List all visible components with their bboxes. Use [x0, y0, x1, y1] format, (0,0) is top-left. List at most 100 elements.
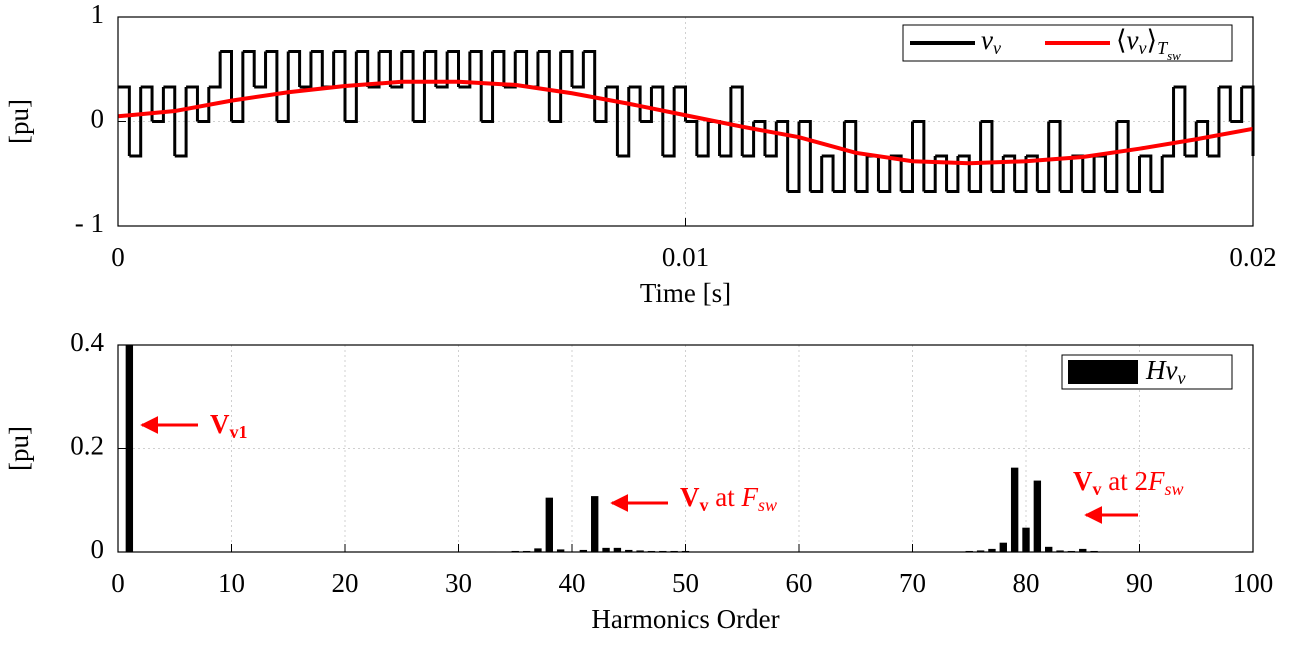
step-segment: [969, 121, 983, 194]
plot-frame: [117, 16, 1254, 227]
step-segment: [1139, 154, 1153, 192]
bar: [976, 550, 985, 552]
step-segment: [844, 120, 858, 192]
step-segment: [606, 85, 619, 156]
x-tick-label: 80: [1013, 568, 1040, 598]
step-segment: [118, 85, 131, 156]
annotation: Vv at 2Fsw: [1073, 466, 1184, 499]
y-tick-label: - 1: [75, 208, 104, 238]
x-tick-label: 0.01: [662, 242, 709, 272]
text-part: T: [1157, 38, 1169, 58]
x-tick-label: 90: [1126, 568, 1153, 598]
step-segment: [1196, 120, 1210, 156]
text-part: ⟨: [1116, 25, 1127, 55]
step-segment: [560, 49, 574, 88]
step-segment: [1218, 85, 1232, 122]
y-tick-label: 1: [91, 0, 105, 29]
step-segment: [1048, 120, 1062, 192]
step-segment: [515, 49, 529, 88]
step-segment: [1003, 154, 1017, 192]
step-segment: [799, 120, 812, 192]
step-segment: [447, 49, 460, 88]
y-axis-label: [pu]: [4, 99, 34, 144]
text-part: V: [210, 409, 230, 439]
step-segment: [310, 49, 324, 88]
step-segment: [651, 85, 665, 156]
x-tick-label: 100: [1233, 568, 1274, 598]
bar: [999, 542, 1007, 552]
step-segment: [299, 51, 313, 89]
step-segment: [197, 87, 211, 123]
bar: [1010, 467, 1019, 552]
legend-label: ⟨vv⟩Tsw: [1116, 25, 1181, 63]
x-tick-label: 30: [445, 568, 472, 598]
y-tick-label: 0.4: [70, 327, 104, 357]
step-segment: [469, 49, 483, 122]
step-segment: [730, 85, 744, 156]
step-segment: [1116, 120, 1130, 192]
step-segment: [776, 120, 790, 192]
legend-label: Hvv: [1145, 355, 1185, 388]
step-segment: [1014, 155, 1028, 194]
step-segment: [753, 120, 767, 156]
step-segment: [1082, 155, 1096, 194]
step-segment: [492, 49, 506, 88]
x-tick-label: 40: [559, 568, 586, 598]
bar: [602, 547, 610, 552]
x-tick-label: 20: [332, 568, 359, 598]
step-segment: [821, 154, 835, 192]
text-part: sw: [1167, 48, 1181, 63]
step-segment: [1105, 121, 1119, 194]
step-segment: [1037, 121, 1051, 194]
step-segment: [288, 49, 302, 88]
step-segment: [152, 87, 165, 123]
step-segment: [345, 51, 358, 123]
bar: [1079, 548, 1087, 552]
text-part: sw: [1165, 479, 1184, 499]
step-segment: [186, 85, 199, 122]
step-segment: [991, 155, 1005, 194]
bar: [534, 548, 542, 552]
x-tick-label: 0: [111, 242, 125, 272]
step-segment: [231, 51, 245, 123]
step-segment: [878, 155, 892, 194]
bar: [1045, 546, 1053, 552]
annotation: Vv1: [210, 409, 248, 442]
text-part: F: [741, 482, 759, 512]
step-segment: [390, 51, 404, 89]
step-segment: [254, 51, 268, 89]
step-segment: [424, 49, 438, 88]
legend-swatch: [1068, 360, 1138, 384]
y-tick-label: 0.2: [70, 431, 104, 461]
text-part: v: [700, 495, 709, 515]
bar: [591, 496, 599, 552]
text-part: sw: [758, 495, 777, 515]
step-segment: [129, 87, 143, 158]
step-segment: [696, 121, 710, 158]
text-part: v: [1177, 368, 1185, 388]
text-part: at 2: [1102, 466, 1149, 496]
bar: [1033, 480, 1042, 552]
y-tick-label: 0: [91, 534, 105, 564]
step-segment: [1207, 87, 1221, 158]
line: [117, 79, 1254, 166]
step-segment: [901, 121, 914, 194]
step-segment: [617, 87, 631, 158]
step-segment: [1230, 87, 1244, 123]
bar: [613, 547, 622, 552]
bar: [988, 548, 996, 552]
step-segment: [413, 51, 426, 123]
step-segment: [1173, 85, 1187, 156]
legend-label: vv: [981, 25, 1001, 58]
y-axis-label: [pu]: [4, 426, 34, 471]
plot-frame: [117, 344, 1254, 553]
step-segment: [220, 49, 233, 122]
x-tick-label: 0.02: [1229, 242, 1276, 272]
step-segment: [458, 51, 472, 89]
bar: [579, 549, 588, 552]
bar: [625, 549, 633, 552]
step-segment: [276, 51, 290, 123]
step-segment: [481, 51, 495, 123]
step-segment: [912, 120, 926, 192]
